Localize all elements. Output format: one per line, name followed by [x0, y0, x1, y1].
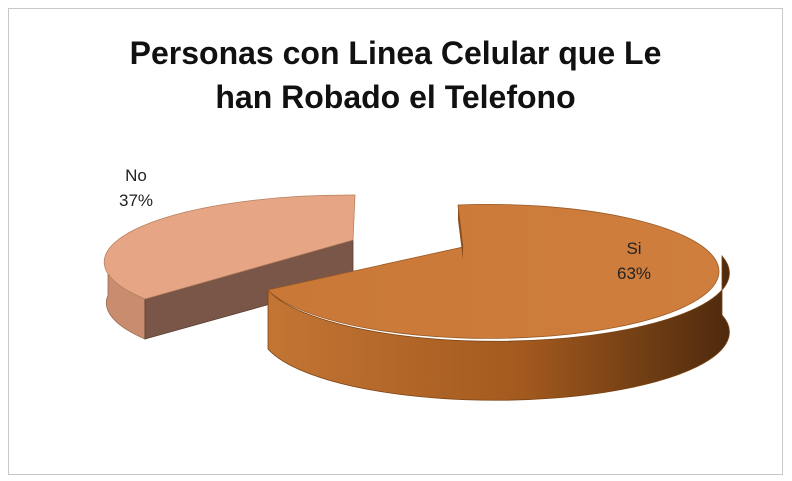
slice-si-top: [267, 204, 720, 339]
chart-title-line-2: han Robado el Telefono: [215, 79, 576, 115]
label-no-name: No: [125, 166, 147, 185]
chart-title-line-1: Personas con Linea Celular que Le: [129, 35, 662, 71]
slice-no-top: [103, 194, 356, 300]
slice-si: [267, 204, 730, 401]
slice-si-side: [267, 254, 730, 401]
label-no-value: 37%: [119, 191, 153, 210]
label-si-value: 63%: [617, 264, 651, 283]
slice-si-cut-face: [458, 205, 463, 260]
label-si-name: Si: [626, 239, 641, 258]
chart-title: Personas con Linea Celular que Le han Ro…: [9, 31, 782, 119]
